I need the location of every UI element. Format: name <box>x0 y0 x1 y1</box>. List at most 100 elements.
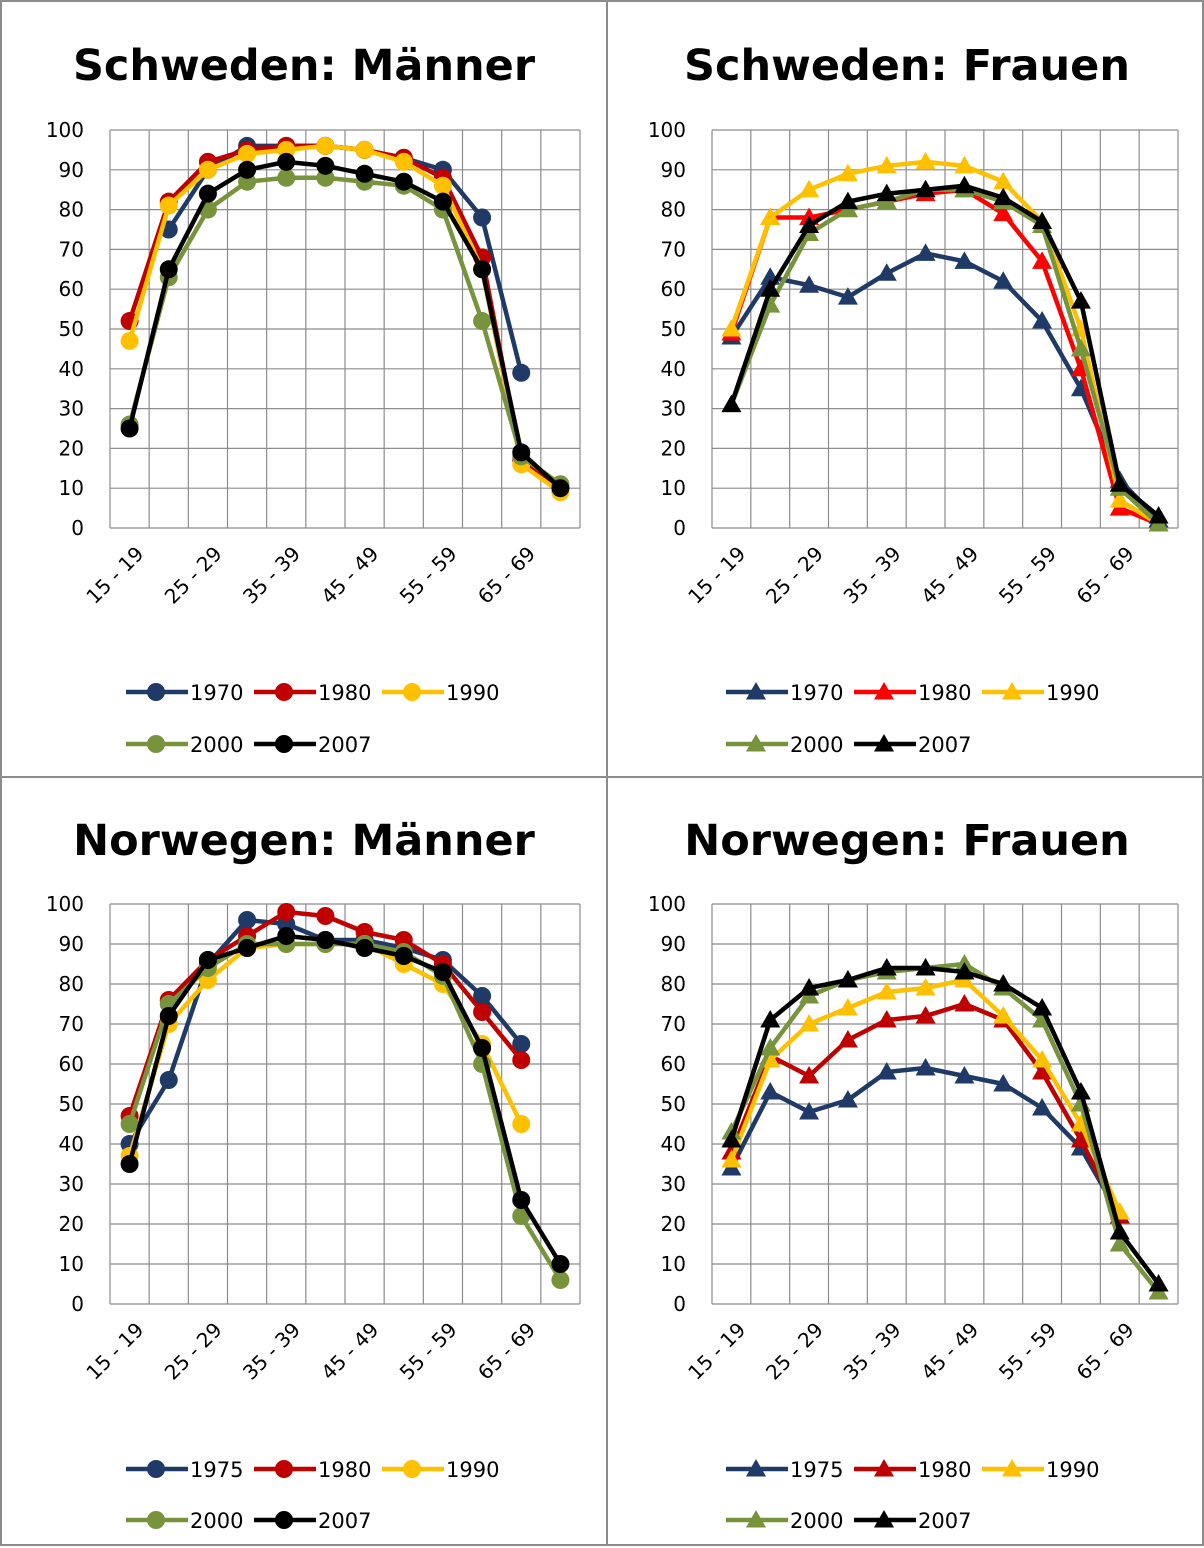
data-point-2007 <box>355 939 374 957</box>
legend-marker <box>874 1459 894 1477</box>
data-point-2000 <box>1109 1234 1130 1252</box>
data-point-2007 <box>721 394 742 413</box>
data-point-2007 <box>473 260 492 279</box>
y-tick-label: 10 <box>661 1252 686 1276</box>
data-point-2007 <box>876 183 897 202</box>
x-tick-label: 65 - 69 <box>1072 1318 1139 1385</box>
legend-label: 1980 <box>318 1458 371 1482</box>
data-point-1980 <box>915 1006 936 1024</box>
legend-item-2007: 2007 <box>854 733 971 757</box>
data-point-1975 <box>876 1062 897 1080</box>
data-point-2007 <box>1032 211 1053 230</box>
data-point-2007 <box>433 192 452 211</box>
data-point-1990 <box>837 998 858 1016</box>
y-tick-label: 100 <box>648 892 686 916</box>
data-point-1975 <box>512 1035 531 1053</box>
legend-label: 1990 <box>446 681 499 705</box>
data-point-2007 <box>1148 506 1169 524</box>
y-tick-label: 100 <box>46 118 84 142</box>
legend-marker <box>147 1460 165 1478</box>
chart-panel-norwegen-maenner: Norwegen: Männer 0 10 20 30 40 50 60 70 80 90 100 15… <box>0 776 608 1546</box>
data-point-2007 <box>837 191 858 210</box>
data-point-1980 <box>993 203 1014 222</box>
data-point-2007 <box>760 279 781 297</box>
data-point-2007 <box>799 978 820 996</box>
legend-label: 1990 <box>1046 681 1099 705</box>
data-point-1980 <box>954 994 975 1012</box>
x-tick-label: 15 - 19 <box>81 542 148 609</box>
data-point-1975 <box>238 911 257 929</box>
series-line-2007 <box>127 159 562 490</box>
legend-label: 2000 <box>790 733 843 757</box>
legend-label: 2007 <box>918 1509 971 1533</box>
series-line-2007 <box>729 183 1161 518</box>
data-point-1975 <box>993 1074 1014 1092</box>
data-point-1990 <box>993 171 1014 190</box>
y-tick-label: 30 <box>59 397 84 421</box>
data-point-2007 <box>198 951 217 969</box>
data-point-1990 <box>993 1006 1014 1024</box>
x-tick-label: 45 - 49 <box>916 1318 983 1385</box>
legend-label: 1970 <box>790 681 843 705</box>
legend-marker <box>275 1460 293 1478</box>
data-point-2007 <box>433 963 452 981</box>
data-point-2000 <box>551 1271 570 1289</box>
legend-label: 1990 <box>1046 1458 1099 1482</box>
data-point-2007 <box>1070 1082 1091 1100</box>
y-tick-label: 30 <box>59 1172 84 1196</box>
data-point-2000 <box>760 1038 781 1056</box>
series-1975 <box>721 1058 1130 1224</box>
y-tick-label: 40 <box>59 357 84 381</box>
x-tick-label: 65 - 69 <box>473 542 540 609</box>
data-point-2007 <box>837 970 858 988</box>
data-point-1990 <box>721 319 742 337</box>
legend-item-1990: 1990 <box>382 1458 499 1482</box>
y-tick-label: 20 <box>59 1212 84 1236</box>
legend-marker <box>874 1510 894 1528</box>
data-point-2007 <box>238 160 257 179</box>
data-point-2007 <box>993 187 1014 206</box>
legend: 1970 1980 1990 2000 2007 <box>726 681 1099 757</box>
data-point-1970 <box>954 251 975 269</box>
series-line-2007 <box>127 933 563 1266</box>
legend-marker <box>275 735 293 753</box>
gridlines <box>109 903 581 1305</box>
legend-label: 2000 <box>790 1509 843 1533</box>
data-point-1975 <box>159 1071 178 1089</box>
y-tick-label: 0 <box>673 516 686 540</box>
y-tick-label: 70 <box>661 237 686 261</box>
data-point-2007 <box>394 947 413 965</box>
legend-label: 2000 <box>190 1509 243 1533</box>
legend-label: 1980 <box>918 681 971 705</box>
data-point-1980 <box>473 1003 492 1021</box>
legend-label: 1975 <box>190 1458 243 1482</box>
y-tick-label: 50 <box>661 317 686 341</box>
legend-label: 2007 <box>318 733 371 757</box>
chart-svg: Norwegen: Männer 0 10 20 30 40 50 60 70 80 90 100 15… <box>46 816 581 1533</box>
data-point-1990 <box>915 151 936 170</box>
legend-label: 1980 <box>318 681 371 705</box>
data-point-1990 <box>1032 1050 1053 1068</box>
legend-marker <box>874 682 894 700</box>
data-point-2007 <box>120 419 139 438</box>
chart-svg: Schweden: Frauen 0 10 20 30 40 50 60 70 80 90 100 15… <box>648 41 1179 757</box>
y-tick-label: 10 <box>661 476 686 500</box>
series-1990 <box>120 935 531 1165</box>
y-tick-label: 30 <box>661 1172 686 1196</box>
legend-marker <box>275 1511 293 1529</box>
x-tick-label: 55 - 59 <box>395 1318 462 1385</box>
x-tick-label: 15 - 19 <box>683 542 750 609</box>
y-tick-label: 20 <box>59 436 84 460</box>
data-point-1990 <box>876 155 897 174</box>
y-tick-label: 70 <box>661 1012 686 1036</box>
data-point-2007 <box>1148 1274 1169 1292</box>
data-point-1980 <box>837 1030 858 1048</box>
legend-item-2007: 2007 <box>254 733 371 757</box>
legend-item-1980: 1980 <box>854 681 971 705</box>
data-point-1990 <box>721 1150 742 1168</box>
data-point-1980 <box>1032 251 1053 269</box>
y-tick-label: 100 <box>648 118 686 142</box>
data-point-2007 <box>512 443 531 462</box>
legend-marker <box>874 734 894 752</box>
y-tick-label: 40 <box>59 1132 84 1156</box>
